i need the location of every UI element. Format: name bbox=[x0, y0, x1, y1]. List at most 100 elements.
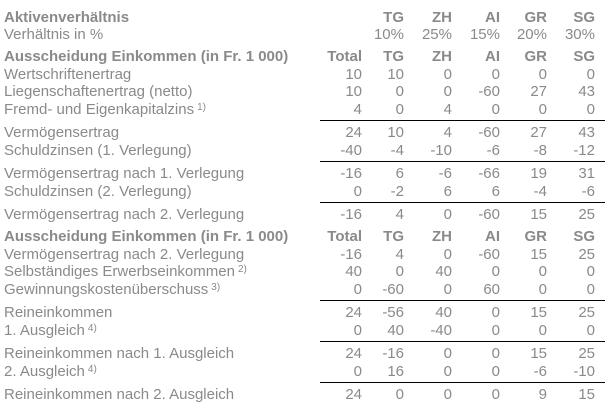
section-header-row: Ausscheidung Einkommen (in Fr. 1 000) Tot… bbox=[4, 224, 605, 246]
row-label: Reineinkommen nach 1. Ausgleich bbox=[4, 342, 320, 363]
cell-ai: -60 bbox=[478, 245, 500, 263]
cell-zh: 40 bbox=[435, 263, 452, 280]
cell-total: -16 bbox=[320, 202, 362, 224]
row-label: Wertschriftenertrag bbox=[4, 66, 320, 84]
cell-sg: -12 bbox=[573, 141, 595, 159]
cell-zh: 0 bbox=[443, 245, 452, 263]
section-title: Ausscheidung Einkommen (in Fr. 1 000) bbox=[4, 224, 320, 246]
column-header-tg: TG bbox=[383, 228, 404, 245]
column-header-tg: TG bbox=[383, 48, 404, 65]
sum-row: Reineinkommen nach 2. Ausgleich 24 0 0 0 9 15 bbox=[4, 382, 605, 404]
label-text: Reineinkommen bbox=[4, 304, 113, 321]
row-label: Schuldzinsen (2. Verlegung) bbox=[4, 183, 320, 203]
cell-sg: 30% bbox=[564, 26, 595, 43]
table-row: Vermögensertrag nach 2. Verlegung -16 4 0 -6… bbox=[4, 246, 605, 264]
column-header-ai: AI bbox=[485, 228, 500, 245]
column-header-gr: GR bbox=[524, 228, 548, 245]
cell-zh: 0 bbox=[443, 83, 452, 100]
cell-sg: 25 bbox=[578, 245, 595, 263]
cell-tg: -60 bbox=[382, 280, 404, 298]
table-row: 1. Ausgleich 4) 0 40 -40 0 0 0 bbox=[4, 322, 605, 342]
cell-gr: -8 bbox=[533, 141, 547, 159]
cell-zh: 0 bbox=[404, 341, 452, 363]
cell-ai: 0 bbox=[491, 362, 500, 380]
row-label: Reineinkommen bbox=[4, 301, 320, 322]
label-text: Verhältnis in % bbox=[4, 26, 104, 43]
cell-total: 24 bbox=[320, 120, 362, 142]
cell-total: -16 bbox=[340, 245, 362, 263]
cell-ai: -60 bbox=[452, 202, 500, 224]
cell-total: 10 bbox=[345, 65, 362, 83]
footnote-marker: 3) bbox=[211, 281, 221, 293]
cell-sg: 25 bbox=[547, 202, 605, 224]
cell-tg: -56 bbox=[362, 300, 404, 322]
label-text: Wertschriftenertrag bbox=[4, 65, 132, 83]
cell-total bbox=[320, 26, 362, 44]
cell-gr: -6 bbox=[533, 362, 547, 380]
sum-row: Reineinkommen nach 1. Ausgleich 24 -16 0 0 15… bbox=[4, 341, 605, 363]
cell-gr: 20% bbox=[516, 26, 547, 43]
label-text: Vermögensertrag nach 2. Verlegung bbox=[4, 206, 245, 223]
column-header-sg: SG bbox=[573, 8, 595, 26]
footnote-marker: 4) bbox=[87, 322, 97, 334]
label-text: Schuldzinsen (2. Verlegung) bbox=[4, 183, 192, 200]
cell-tg: 10% bbox=[373, 26, 404, 43]
column-header-sg: SG bbox=[573, 228, 595, 245]
cell-zh: 4 bbox=[404, 120, 452, 142]
section-title: Ausscheidung Einkommen (in Fr. 1 000) bbox=[4, 44, 320, 66]
cell-tg: 10 bbox=[387, 65, 404, 83]
cell-sg: 0 bbox=[586, 65, 595, 83]
cell-zh: 0 bbox=[404, 382, 452, 404]
cell-total: 4 bbox=[353, 100, 362, 118]
section-title: Aktivenverhältnis bbox=[4, 4, 320, 26]
cell-sg: 43 bbox=[578, 83, 595, 100]
label-text: 1. Ausgleich bbox=[4, 322, 85, 339]
cell-ai: 0 bbox=[491, 65, 500, 83]
row-label: Vermögensertrag nach 2. Verlegung bbox=[4, 203, 320, 224]
column-header-tg: TG bbox=[383, 8, 404, 26]
cell-gr: 0 bbox=[538, 100, 547, 118]
column-header-zh: ZH bbox=[432, 228, 452, 245]
sum-row: Vermögensertrag nach 1. Verlegung -16 6 -6-… bbox=[4, 161, 605, 183]
cell-total: 24 bbox=[320, 300, 362, 322]
cell-ai: 0 bbox=[452, 382, 500, 404]
cell-ai: -66 bbox=[452, 161, 500, 183]
column-header-total bbox=[320, 4, 362, 26]
cell-gr: 15 bbox=[500, 202, 547, 224]
cell-ai: 15% bbox=[469, 26, 500, 43]
cell-total: 10 bbox=[345, 83, 362, 100]
table-row: Liegenschaftenertrag (netto) 10 0 0 -60 27 43 bbox=[4, 83, 605, 101]
cell-ai: -60 bbox=[452, 120, 500, 142]
cell-total: -40 bbox=[340, 141, 362, 159]
ausscheidung-table-body: Aktivenverhältnis TG ZH AI GR SG Verhältnis in… bbox=[4, 4, 605, 404]
cell-total: 40 bbox=[345, 263, 362, 280]
cell-sg: 15 bbox=[547, 382, 605, 404]
cell-zh: 40 bbox=[404, 300, 452, 322]
cell-sg: -10 bbox=[573, 362, 595, 380]
cell-tg: 4 bbox=[395, 245, 404, 263]
cell-tg: 16 bbox=[387, 362, 404, 380]
row-label: Verhältnis in % bbox=[4, 26, 320, 44]
cell-zh: 0 bbox=[443, 65, 452, 83]
row-label: Schuldzinsen (1. Verlegung) bbox=[4, 142, 320, 162]
cell-ai: 6 bbox=[491, 182, 500, 200]
label-text: Liegenschaftenertrag (netto) bbox=[4, 83, 193, 100]
label-text: Vermögensertrag nach 2. Verlegung bbox=[4, 245, 245, 263]
cell-gr: 9 bbox=[500, 382, 547, 404]
cell-total: 0 bbox=[353, 182, 362, 200]
cell-gr: 15 bbox=[530, 245, 547, 263]
row-label: Vermögensertrag nach 1. Verlegung bbox=[4, 162, 320, 183]
row-label: Vermögensertrag nach 2. Verlegung bbox=[4, 246, 320, 264]
cell-total: 0 bbox=[353, 362, 362, 380]
table-row: Gewinnungskostenüberschuss 3) 0 -60 0 60 0 0 bbox=[4, 281, 605, 301]
row-label: 2. Ausgleich 4) bbox=[4, 363, 320, 383]
column-header-gr: GR bbox=[524, 48, 548, 65]
label-text: Reineinkommen nach 2. Ausgleich bbox=[4, 386, 235, 403]
cell-sg: 0 bbox=[586, 280, 595, 298]
row-label: Fremd- und Eigenkapitalzins 1) bbox=[4, 101, 320, 121]
row-label: Gewinnungskostenüberschuss 3) bbox=[4, 281, 320, 301]
cell-tg: 0 bbox=[395, 263, 404, 280]
cell-gr: 19 bbox=[500, 161, 547, 183]
cell-tg: 0 bbox=[395, 83, 404, 100]
footnote-marker: 4) bbox=[87, 363, 97, 375]
